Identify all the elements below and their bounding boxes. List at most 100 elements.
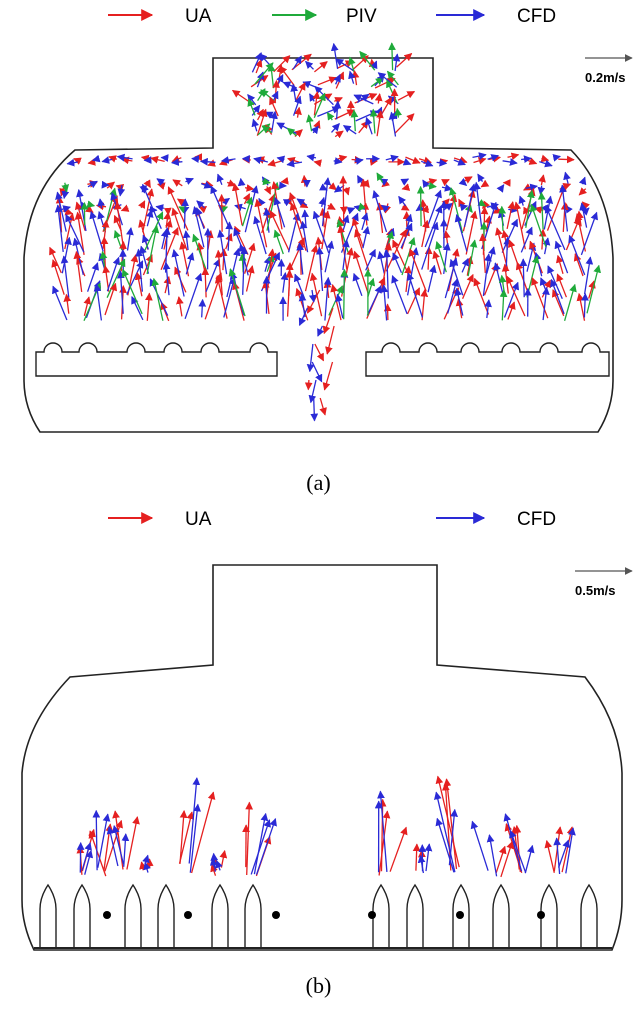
vector-arrow: [256, 71, 265, 88]
vector-arrow: [495, 845, 507, 874]
vector-arrow: [525, 189, 535, 228]
vector-arrow: [402, 158, 412, 166]
vector-arrow: [301, 209, 310, 229]
vector-arrow: [581, 207, 590, 216]
vector-arrow: [346, 207, 356, 215]
seat-shape: [211, 883, 229, 948]
vector-arrow: [557, 839, 570, 868]
vector-arrow: [178, 811, 195, 864]
vector-arrow: [91, 154, 101, 163]
vector-arrow: [121, 268, 143, 315]
vector-arrow: [87, 158, 96, 166]
vector-arrow: [140, 154, 150, 163]
sensor-dot: [103, 911, 111, 919]
vector-arrow: [359, 50, 376, 71]
vector-arrow: [385, 154, 399, 163]
vector-arrow: [441, 179, 450, 187]
vector-arrow: [583, 256, 594, 295]
vector-arrow: [580, 211, 598, 256]
vector-arrow: [412, 843, 421, 871]
vector-arrow: [304, 379, 313, 391]
vector-arrow: [563, 171, 571, 184]
vector-arrow: [189, 803, 201, 873]
vector-arrow: [441, 184, 453, 192]
vector-arrow: [313, 61, 328, 73]
vector-arrow: [397, 90, 416, 101]
vector-arrow: [245, 265, 255, 292]
sensor-dots-b: [103, 911, 545, 919]
vector-arrow: [378, 810, 391, 876]
vector-arrow: [101, 156, 113, 164]
vector-arrow: [231, 182, 243, 226]
vector-arrow: [551, 289, 565, 317]
vector-arrow: [369, 108, 378, 134]
vector-arrow: [487, 154, 500, 162]
vector-arrow: [234, 203, 246, 212]
vector-arrow: [317, 325, 325, 337]
vector-arrow: [529, 203, 547, 248]
vector-arrow: [454, 213, 468, 252]
vector-arrow: [391, 274, 408, 315]
vector-arrow: [172, 179, 183, 187]
vector-arrow: [111, 825, 125, 865]
vector-arrow: [150, 155, 165, 164]
vector-arrow: [521, 155, 532, 164]
vector-arrow: [565, 827, 576, 874]
vector-arrow: [317, 106, 341, 118]
vector-arrow: [578, 176, 587, 186]
vector-arrow: [568, 234, 586, 276]
vector-arrow: [380, 284, 389, 321]
vector-arrow: [389, 826, 408, 872]
vector-arrow: [273, 55, 291, 73]
vector-arrow: [358, 120, 369, 134]
vector-arrow: [479, 233, 487, 273]
vector-arrow: [157, 182, 166, 190]
vector-arrow: [445, 193, 458, 231]
vector-arrow: [255, 817, 277, 875]
vector-arrow: [405, 156, 421, 164]
vector-arrow: [176, 198, 186, 207]
vector-arrow: [225, 221, 234, 251]
vector-arrow: [333, 73, 341, 85]
vector-arrow: [392, 252, 403, 273]
seat-shape: [39, 883, 57, 948]
vector-arrow: [426, 189, 442, 229]
vector-arrow: [421, 221, 439, 270]
vector-arrow: [135, 248, 144, 292]
vector-arrow: [217, 229, 228, 275]
vector-arrow: [223, 276, 237, 318]
vector-arrow: [444, 257, 459, 299]
vector-arrow: [288, 192, 305, 230]
vector-arrow: [121, 833, 130, 867]
vector-arrow: [408, 248, 427, 292]
vector-arrow: [422, 179, 430, 189]
seat-shape: [540, 883, 558, 948]
vector-arrow: [221, 197, 231, 206]
vector-arrow: [377, 250, 385, 274]
vector-arrow: [519, 258, 528, 298]
vector-arrow: [88, 830, 107, 877]
vector-arrow: [337, 154, 348, 163]
vector-arrow: [388, 111, 397, 137]
vector-arrow: [427, 181, 437, 190]
vector-arrow: [149, 278, 169, 316]
seat-shape: [244, 883, 262, 948]
vector-arrow: [97, 198, 105, 209]
vector-arrow: [308, 289, 317, 303]
vector-arrow: [93, 283, 103, 321]
vector-arrow: [156, 178, 165, 186]
vector-arrow: [342, 186, 350, 196]
vector-arrow: [362, 226, 371, 249]
vector-arrow: [327, 202, 336, 210]
vector-arrow: [435, 817, 455, 873]
vector-arrow: [296, 198, 308, 207]
vector-arrow: [190, 791, 216, 874]
vector-arrow: [334, 130, 344, 139]
vector-arrow: [486, 202, 499, 210]
vector-arrow: [256, 108, 268, 136]
vector-arrow: [250, 819, 271, 875]
vector-arrow: [279, 65, 295, 86]
vector-arrow: [126, 227, 134, 251]
vector-arrow: [92, 809, 101, 871]
vector-arrow: [261, 177, 271, 186]
